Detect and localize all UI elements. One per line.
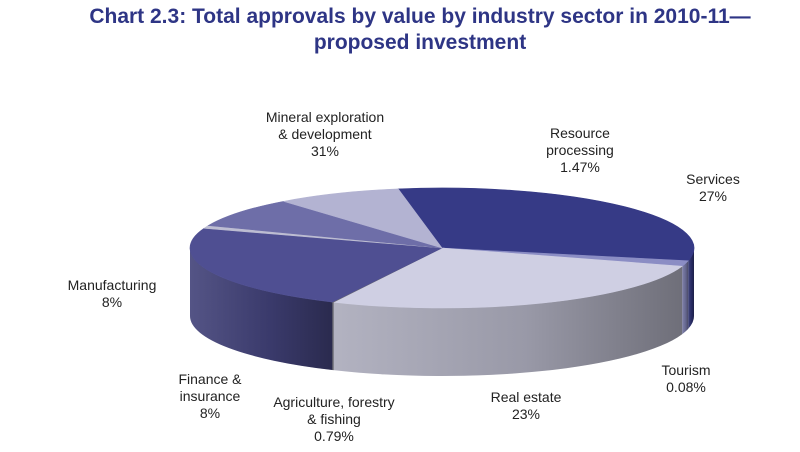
pie-slice-2 [332,247,683,309]
pie-side-shade-2-0 [333,266,683,376]
pie-slice-4 [189,228,444,303]
label-mineral-exploration: Mineral exploration & development 31% [265,109,385,159]
pie-side-layer [190,248,694,376]
label-tourism: Tourism 0.08% [661,362,711,395]
pie-slice-7 [283,188,443,249]
label-finance-insurance: Finance & insurance 8% [178,371,242,421]
pie-top-layer [189,187,695,309]
label-real-estate: Real estate 23% [490,389,562,422]
pie-slice-6 [207,201,443,249]
label-agriculture: Agriculture, forestry & fishing 0.79% [273,394,395,444]
chart-title: Chart 2.3: Total approvals by value by i… [60,4,780,56]
pie-side-shade-3-0 [332,302,334,371]
pie-side-shade-0-0 [688,248,694,329]
chart-title-line-1: Chart 2.3: Total approvals by value by i… [89,5,751,28]
pie-side-shade-1-0 [682,260,689,335]
label-manufacturing: Manufacturing 8% [67,277,157,310]
pie-slice-0 [397,187,695,262]
chart-title-line-2: proposed investment [313,31,527,54]
label-services: Services 27% [686,171,740,204]
label-resource-processing: Resource processing 1.47% [546,125,614,175]
pie-side-shade-4-0 [190,248,333,371]
